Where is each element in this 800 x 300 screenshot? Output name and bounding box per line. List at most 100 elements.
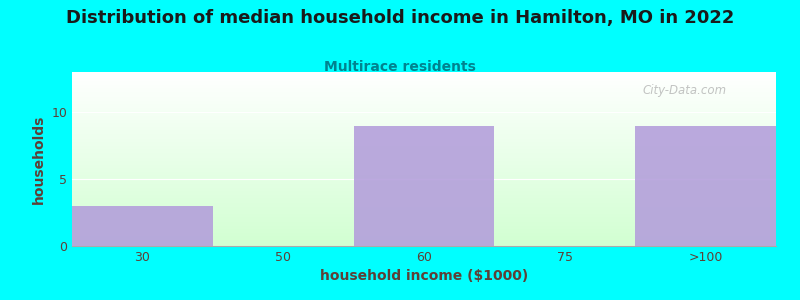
Bar	[72, 84, 776, 86]
Bar	[72, 168, 776, 169]
Bar	[72, 135, 776, 137]
Bar	[72, 107, 776, 109]
Bar	[72, 202, 776, 204]
Bar	[72, 94, 776, 96]
Bar	[72, 230, 776, 232]
Bar	[72, 129, 776, 131]
Bar	[72, 105, 776, 107]
Bar	[72, 190, 776, 192]
Bar	[72, 187, 776, 189]
Bar	[72, 241, 776, 242]
Bar	[72, 102, 776, 103]
Bar	[72, 117, 776, 119]
Bar	[72, 148, 776, 150]
Bar	[72, 145, 776, 147]
Bar	[72, 131, 776, 133]
Bar	[72, 213, 776, 215]
Bar	[72, 91, 776, 93]
Bar	[72, 119, 776, 121]
Bar	[72, 216, 776, 218]
Bar	[72, 100, 776, 102]
Bar	[72, 194, 776, 196]
Bar	[72, 211, 776, 213]
Bar	[72, 189, 776, 190]
Bar	[72, 183, 776, 185]
Bar	[72, 110, 776, 112]
Bar	[72, 204, 776, 206]
Bar	[72, 197, 776, 199]
Bar	[72, 163, 776, 164]
Bar	[72, 208, 776, 209]
Bar	[72, 96, 776, 98]
Bar	[72, 182, 776, 183]
Bar	[72, 124, 776, 126]
Bar	[72, 128, 776, 129]
Bar	[635, 125, 776, 246]
Bar	[72, 237, 776, 239]
Bar	[72, 74, 776, 76]
Bar	[72, 112, 776, 114]
Bar	[72, 138, 776, 140]
Text: City-Data.com: City-Data.com	[642, 84, 726, 97]
Bar	[72, 229, 776, 230]
Bar	[72, 121, 776, 122]
Text: Distribution of median household income in Hamilton, MO in 2022: Distribution of median household income …	[66, 9, 734, 27]
Bar	[72, 154, 776, 155]
Bar	[72, 232, 776, 234]
Bar	[72, 76, 776, 77]
Bar	[72, 199, 776, 201]
X-axis label: household income ($1000): household income ($1000)	[320, 269, 528, 284]
Bar	[72, 103, 776, 105]
Bar	[72, 82, 776, 84]
Bar	[72, 89, 776, 91]
Bar	[72, 206, 776, 208]
Bar	[72, 147, 776, 148]
Bar	[72, 114, 776, 116]
Bar	[72, 236, 776, 237]
Bar	[354, 125, 494, 246]
Bar	[72, 88, 776, 89]
Bar	[72, 126, 776, 128]
Bar	[72, 239, 776, 241]
Bar	[72, 227, 776, 229]
Bar	[72, 136, 776, 138]
Bar	[72, 222, 776, 224]
Bar	[72, 116, 776, 117]
Bar	[72, 142, 776, 143]
Y-axis label: households: households	[32, 114, 46, 204]
Bar	[72, 234, 776, 236]
Bar	[72, 185, 776, 187]
Bar	[72, 180, 776, 182]
Bar	[72, 77, 776, 79]
Bar	[72, 159, 776, 161]
Bar	[72, 176, 776, 178]
Bar	[72, 206, 213, 246]
Bar	[72, 171, 776, 173]
Bar	[72, 218, 776, 220]
Bar	[72, 166, 776, 168]
Bar	[72, 178, 776, 180]
Bar	[72, 155, 776, 157]
Bar	[72, 93, 776, 94]
Bar	[72, 224, 776, 225]
Bar	[72, 140, 776, 142]
Bar	[72, 86, 776, 88]
Bar	[72, 196, 776, 197]
Bar	[72, 79, 776, 81]
Bar	[72, 244, 776, 246]
Bar	[72, 109, 776, 110]
Bar	[72, 173, 776, 175]
Bar	[72, 143, 776, 145]
Bar	[72, 98, 776, 100]
Bar	[72, 201, 776, 203]
Bar	[72, 164, 776, 166]
Bar	[72, 150, 776, 152]
Bar	[72, 225, 776, 227]
Bar	[72, 81, 776, 82]
Bar	[72, 72, 776, 74]
Bar	[72, 152, 776, 154]
Bar	[72, 175, 776, 176]
Text: Multirace residents: Multirace residents	[324, 60, 476, 74]
Bar	[72, 242, 776, 244]
Bar	[72, 161, 776, 163]
